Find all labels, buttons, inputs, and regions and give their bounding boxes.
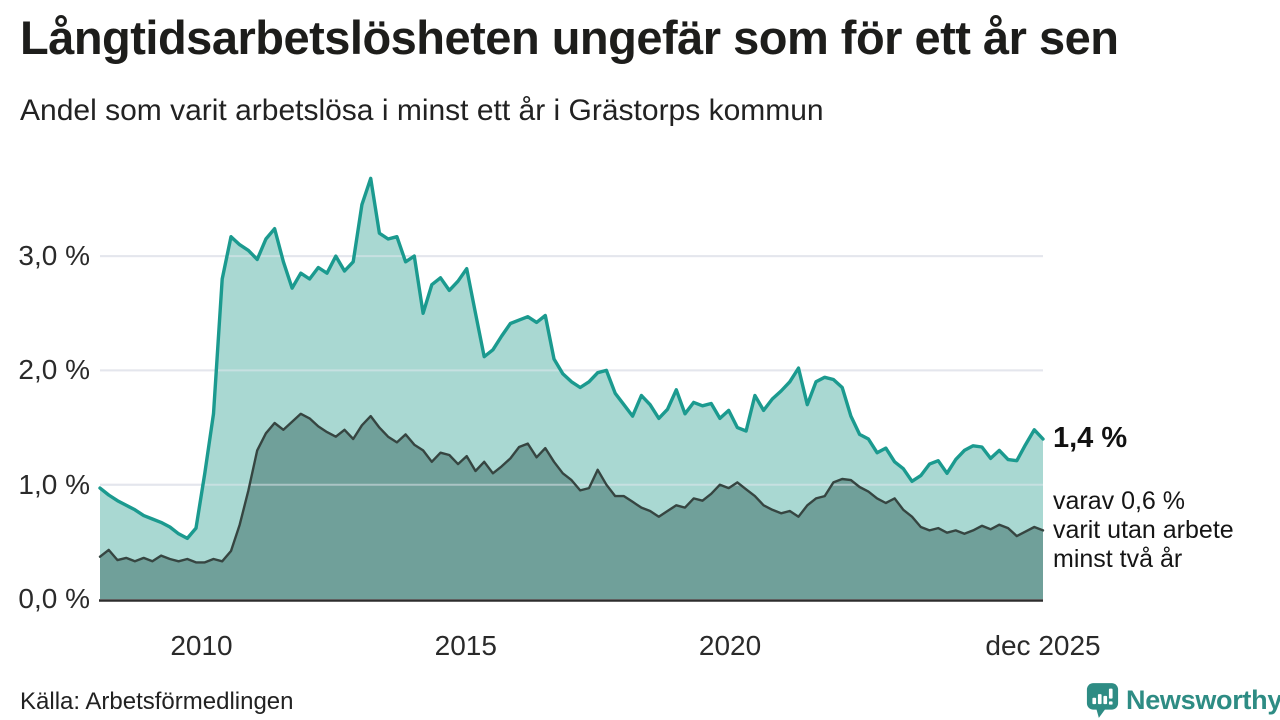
y-axis-tick-2: 2,0 %: [18, 354, 90, 386]
newsworthy-speech-bubble-bar-chart-icon: [1086, 682, 1119, 719]
x-axis-tick-2010: 2010: [170, 630, 233, 661]
end-value-annotation: 1,4 %: [1053, 421, 1128, 454]
two-year-annotation-line-2: varit utan arbete: [1053, 516, 1234, 545]
newsworthy-wordmark: Newsworthy: [1126, 685, 1280, 715]
page-subtitle: Andel som varit arbetslösa i minst ett å…: [20, 94, 824, 127]
y-axis-tick-1: 1,0 %: [18, 468, 90, 500]
x-axis-tick-2015: 2015: [434, 630, 497, 661]
two-year-annotation: varav 0,6 % varit utan arbete minst två …: [1053, 487, 1234, 574]
source-attribution: Källa: Arbetsförmedlingen: [20, 688, 294, 715]
page-title: Långtidsarbetslösheten ungefär som för e…: [20, 11, 1119, 64]
two-year-annotation-line-3: minst två år: [1053, 545, 1183, 574]
x-axis-tick-dec-2025: dec 2025: [985, 630, 1101, 661]
two-year-annotation-line-1: varav 0,6 %: [1053, 487, 1186, 516]
y-axis-tick-3: 3,0 %: [18, 240, 90, 272]
y-axis-tick-0: 0,0 %: [18, 583, 90, 614]
x-axis-tick-2020: 2020: [698, 630, 762, 661]
newsworthy-logo: Newsworthy: [1086, 682, 1280, 719]
